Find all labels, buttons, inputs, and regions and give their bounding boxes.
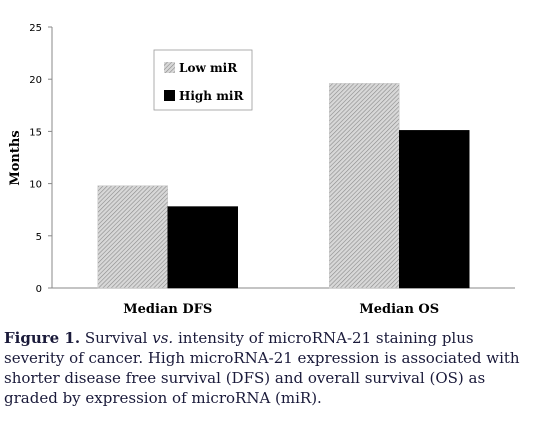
figure-caption: Figure 1. Survival vs. intensity of micr…: [4, 328, 529, 408]
caption-vs: vs.: [152, 329, 174, 347]
y-tick-labels: 0 5 10 15 20 25: [29, 23, 42, 295]
chart-bars: [97, 83, 470, 289]
legend: Low miR High miR: [153, 49, 253, 111]
category-label: Median DFS: [123, 302, 212, 317]
bar-low-mir-median-os: [329, 83, 400, 289]
legend-swatch: [164, 90, 175, 101]
y-axis-label: Months: [8, 130, 23, 185]
y-tick-label: 15: [29, 127, 42, 138]
bar-high-mir-median-dfs: [167, 206, 238, 289]
y-tick-label: 25: [29, 23, 42, 34]
y-tick-label: 5: [36, 232, 42, 243]
legend-label: Low miR: [179, 61, 238, 75]
caption-text-1: Survival: [80, 329, 153, 347]
bar-chart: 0 5 10 15 20 25 Median DFS Median OS Months Lo…: [8, 23, 515, 317]
figure-label: Figure 1.: [4, 329, 81, 347]
bar-high-mir-median-os: [399, 130, 470, 289]
y-tick-label: 20: [29, 75, 42, 86]
legend-label: High miR: [179, 89, 244, 103]
category-label: Median OS: [359, 302, 439, 317]
bar-low-mir-median-dfs: [97, 185, 168, 289]
category-labels: Median DFS Median OS: [123, 302, 439, 317]
caption-text-2: intensity of microRNA-21 staining plus s…: [4, 329, 520, 407]
legend-swatch: [164, 62, 175, 73]
y-tick-label: 0: [36, 284, 42, 295]
y-tick-label: 10: [29, 180, 42, 191]
